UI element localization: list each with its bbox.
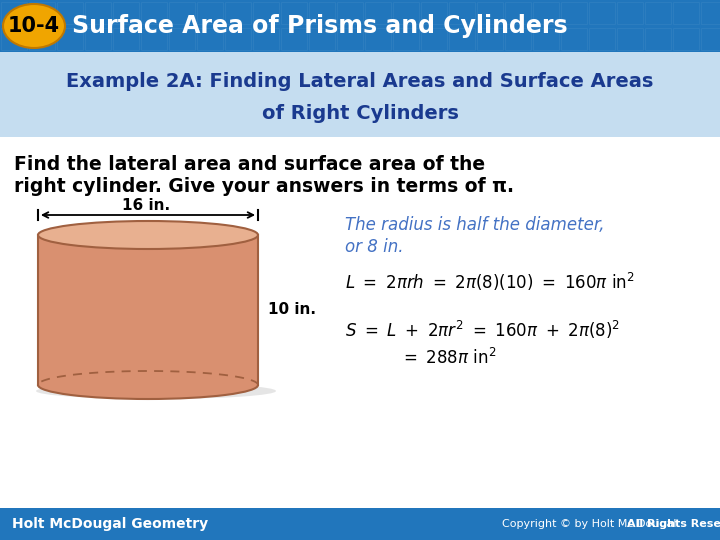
Bar [477, 2, 503, 24]
Bar [0, 137, 720, 508]
Bar [617, 2, 643, 24]
Bar [1, 2, 27, 24]
Bar [253, 2, 279, 24]
Bar [29, 28, 55, 50]
Bar [309, 28, 335, 50]
Text: $L\ =\ 2\pi rh\ =\ 2\pi(8)(10)\ =\ 160\pi\ \mathrm{in}^2$: $L\ =\ 2\pi rh\ =\ 2\pi(8)(10)\ =\ 160\p… [345, 271, 635, 293]
Bar [645, 28, 671, 50]
Bar [169, 28, 195, 50]
Bar [561, 28, 587, 50]
Bar [225, 28, 251, 50]
Bar [393, 28, 419, 50]
Bar [225, 2, 251, 24]
Bar [533, 2, 559, 24]
Text: 10-4: 10-4 [8, 16, 60, 36]
Bar [169, 2, 195, 24]
Bar [0, 508, 720, 540]
Text: of Right Cylinders: of Right Cylinders [261, 104, 459, 123]
Ellipse shape [36, 383, 276, 399]
Bar [365, 28, 391, 50]
Text: All Rights Reserved.: All Rights Reserved. [627, 519, 720, 529]
Ellipse shape [3, 4, 65, 48]
Bar [141, 2, 167, 24]
Bar [533, 28, 559, 50]
Bar [589, 2, 615, 24]
Text: 10 in.: 10 in. [268, 302, 316, 318]
Bar [701, 28, 720, 50]
Text: 16 in.: 16 in. [122, 198, 170, 213]
Bar [0, 0, 720, 52]
Bar [673, 28, 699, 50]
Bar [197, 2, 223, 24]
Bar [113, 28, 139, 50]
Text: Find the lateral area and surface area of the: Find the lateral area and surface area o… [14, 156, 485, 174]
Text: Surface Area of Prisms and Cylinders: Surface Area of Prisms and Cylinders [72, 14, 567, 38]
Bar [477, 28, 503, 50]
Bar [197, 28, 223, 50]
Bar [281, 2, 307, 24]
Bar [449, 28, 475, 50]
Bar [29, 2, 55, 24]
Bar [85, 28, 111, 50]
Bar [1, 28, 27, 50]
Text: $S\ =\ L\ +\ 2\pi r^2\ =\ 160\pi\ +\ 2\pi(8)^2$: $S\ =\ L\ +\ 2\pi r^2\ =\ 160\pi\ +\ 2\p… [345, 319, 620, 341]
Ellipse shape [38, 221, 258, 249]
Bar [113, 2, 139, 24]
Text: Copyright © by Holt Mc Dougal.: Copyright © by Holt Mc Dougal. [502, 519, 683, 529]
Bar [505, 2, 531, 24]
Bar [505, 28, 531, 50]
Bar [57, 28, 83, 50]
Text: right cylinder. Give your answers in terms of π.: right cylinder. Give your answers in ter… [14, 178, 514, 197]
Bar [281, 28, 307, 50]
Bar [421, 2, 447, 24]
Bar [253, 28, 279, 50]
Text: Example 2A: Finding Lateral Areas and Surface Areas: Example 2A: Finding Lateral Areas and Su… [66, 72, 654, 91]
Bar [337, 28, 363, 50]
Bar [309, 2, 335, 24]
Bar [673, 2, 699, 24]
Text: The radius is half the diameter,: The radius is half the diameter, [345, 216, 605, 234]
Bar [141, 28, 167, 50]
Bar [561, 2, 587, 24]
Text: or 8 in.: or 8 in. [345, 238, 403, 256]
Bar [85, 2, 111, 24]
Bar [701, 2, 720, 24]
Bar [449, 2, 475, 24]
Bar [0, 52, 720, 137]
Bar [57, 2, 83, 24]
Text: Holt McDougal Geometry: Holt McDougal Geometry [12, 517, 208, 531]
Bar [645, 2, 671, 24]
Bar [393, 2, 419, 24]
Text: $=\ 288\pi\ \mathrm{in}^2$: $=\ 288\pi\ \mathrm{in}^2$ [400, 348, 497, 368]
Bar [365, 2, 391, 24]
Bar [589, 28, 615, 50]
Bar [617, 28, 643, 50]
Bar [38, 235, 258, 385]
Bar [337, 2, 363, 24]
Ellipse shape [38, 371, 258, 399]
Bar [421, 28, 447, 50]
